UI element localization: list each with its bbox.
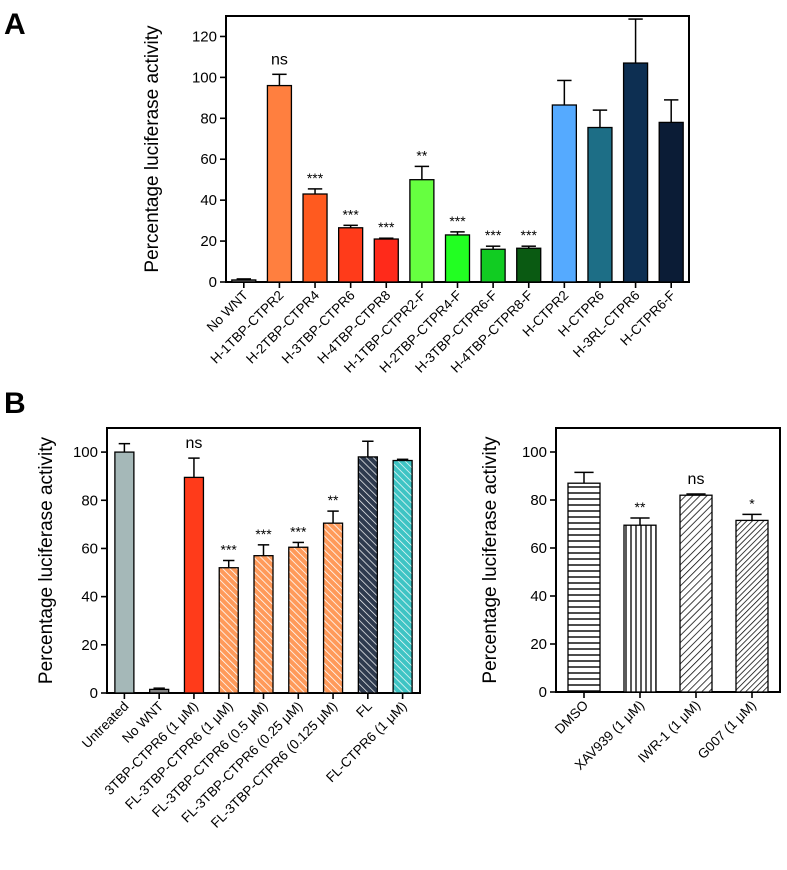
category-label: Untreated	[79, 699, 132, 752]
bar	[218, 567, 239, 694]
y-tick-label: 100	[73, 444, 98, 461]
significance-label: ns	[185, 435, 202, 452]
bar	[567, 482, 601, 693]
bar	[149, 688, 170, 694]
significance-label: **	[328, 492, 339, 508]
significance-label: **	[416, 147, 427, 163]
y-tick-label: 80	[81, 492, 98, 509]
y-tick-label: 60	[530, 540, 547, 557]
y-tick-label: 0	[90, 685, 98, 702]
y-tick-label: 80	[530, 492, 547, 509]
bar	[444, 234, 471, 283]
bar	[551, 104, 577, 283]
bar	[679, 494, 713, 693]
bar	[735, 519, 769, 693]
chart-panel-a: 0 20 40 60 80 100 120 Percentage luciferase act…	[142, 15, 690, 376]
category-label: FL	[353, 698, 375, 720]
y-tick-label: 20	[81, 637, 98, 654]
chart-panel-b-right: 0 20 40 60 80 100 Percentage luciferase activi…	[480, 427, 781, 773]
y-axis-title: Percentage luciferase activity	[36, 436, 57, 684]
bar	[357, 456, 378, 694]
y-tick-label: 0	[209, 274, 217, 291]
y-tick-label: 100	[522, 444, 547, 461]
significance-label: ns	[271, 51, 288, 68]
y-axis-title: Percentage luciferase activity	[142, 25, 163, 273]
y-tick-label: 20	[200, 233, 217, 250]
y-tick-label: 100	[192, 69, 217, 86]
category-label: G007 (1 μM)	[695, 698, 759, 762]
y-tick-label: 40	[200, 192, 217, 209]
bar	[622, 62, 649, 283]
chart-panel-b-left: 0 20 40 60 80 100 Percentage luciferase activi…	[36, 427, 421, 831]
significance-label: ***	[307, 170, 324, 186]
significance-label: ***	[221, 542, 238, 558]
bar	[658, 121, 684, 283]
bar	[266, 84, 293, 283]
bar	[183, 476, 205, 694]
bar	[587, 126, 613, 283]
significance-label: ***	[255, 526, 272, 542]
y-tick-label: 80	[200, 110, 217, 127]
bar	[322, 522, 344, 694]
category-label: DMSO	[552, 698, 591, 737]
significance-label: ***	[521, 227, 538, 243]
panel-label-b: B	[4, 387, 26, 420]
y-axis-title: Percentage luciferase activity	[480, 436, 501, 684]
significance-label: **	[635, 499, 646, 515]
bar	[338, 227, 364, 283]
y-tick-label: 40	[530, 588, 547, 605]
y-tick-label: 40	[81, 589, 98, 606]
significance-label: ***	[485, 227, 502, 243]
bar	[302, 193, 328, 283]
significance-label: *	[749, 495, 755, 511]
panel-label-a: A	[4, 8, 26, 41]
bar	[253, 555, 274, 694]
significance-label: ns	[688, 471, 705, 488]
bar	[480, 248, 506, 283]
y-tick-label: 60	[81, 540, 98, 557]
plot-frame	[555, 427, 781, 693]
bar	[392, 459, 413, 694]
bar	[114, 451, 135, 694]
y-tick-label: 20	[530, 636, 547, 653]
significance-label: ***	[449, 213, 466, 229]
significance-label: ***	[342, 206, 359, 222]
significance-label: ***	[290, 523, 307, 539]
bar	[516, 247, 542, 283]
bar	[288, 546, 309, 694]
bar	[623, 524, 657, 693]
bar	[409, 179, 435, 283]
bar	[373, 238, 399, 283]
y-tick-label: 120	[192, 28, 217, 45]
y-tick-label: 60	[200, 151, 217, 168]
significance-label: ***	[378, 219, 395, 235]
y-tick-label: 0	[539, 684, 547, 701]
bar	[231, 279, 257, 283]
